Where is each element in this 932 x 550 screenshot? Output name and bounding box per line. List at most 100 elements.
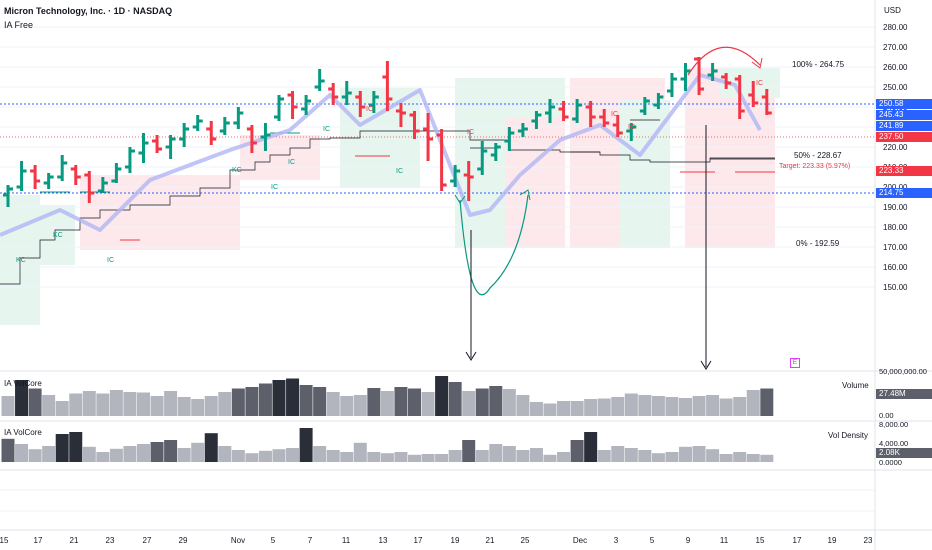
density-bar: [96, 452, 110, 462]
volume-bar: [706, 395, 720, 416]
density-bar: [123, 446, 137, 462]
density-bar: [380, 453, 394, 462]
density-bar: [570, 440, 584, 462]
x-tick-label: 19: [828, 536, 837, 545]
density-bar: [611, 446, 625, 462]
ic-mark: IC: [366, 106, 373, 113]
density-bar: [82, 446, 96, 462]
volume-bar: [611, 397, 625, 416]
zigzag-line: [0, 73, 762, 237]
density-bar: [299, 428, 313, 462]
density-bar: [150, 442, 164, 462]
density-bar: [597, 450, 611, 462]
ohlc-bar: [111, 163, 122, 183]
ohlc-bar: [599, 109, 610, 127]
density-bar: [557, 452, 571, 462]
density-bar: [28, 449, 42, 462]
ohlc-bar: [16, 161, 27, 191]
ohlc-bar: [761, 89, 772, 115]
x-tick-label: Dec: [573, 536, 587, 545]
down-arrowhead: [700, 360, 712, 370]
volume-bar: [448, 382, 462, 416]
volume-bar: [245, 387, 259, 416]
density-bar: [516, 450, 530, 462]
volume-bar: [529, 402, 543, 416]
fib-50-label: 50% - 228.67: [794, 151, 842, 160]
volume-bar: [123, 392, 137, 416]
density-bar: [435, 454, 449, 462]
ohlc-bar: [3, 185, 13, 207]
ohlc-bar: [409, 111, 420, 139]
density-bar: [502, 446, 516, 462]
y-tick-label: 180.00: [883, 223, 908, 232]
price-badge-245: 245.43: [876, 110, 932, 120]
indicator-name: IA Free: [4, 20, 34, 30]
density-bar: [448, 450, 462, 462]
ohlc-bar: [165, 135, 176, 159]
x-tick-label: 17: [793, 536, 802, 545]
x-tick-label: 27: [143, 536, 152, 545]
ohlc-bar: [504, 127, 515, 151]
ohlc-bar: [395, 103, 406, 127]
volume-bar: [380, 391, 394, 416]
volume-bar: [462, 391, 476, 416]
density-bar: [543, 454, 557, 462]
earnings-badge[interactable]: E: [790, 358, 800, 368]
x-tick-label: 19: [451, 536, 460, 545]
ohlc-bar: [612, 115, 623, 137]
volume-bar: [55, 401, 69, 416]
density-bar: [231, 450, 245, 462]
ohlc-bar: [653, 93, 664, 109]
ohlc-bar: [748, 81, 759, 107]
ic-mark: IC: [467, 129, 474, 136]
ohlc-bar: [490, 143, 501, 161]
volume-bar: [191, 399, 205, 416]
density-bar: [421, 454, 435, 462]
volume-bar: [557, 401, 571, 416]
price-bars: [3, 57, 772, 207]
x-tick-label: 21: [70, 536, 79, 545]
x-tick-label: 5: [271, 536, 276, 545]
volume-bar: [326, 392, 340, 416]
y-tick-label: 200.00: [883, 183, 908, 192]
ohlc-bar: [233, 107, 244, 129]
ohlc-bar: [680, 63, 691, 91]
x-tick-label: 21: [486, 536, 495, 545]
density-bar: [42, 446, 56, 462]
volume-pane-label: Volume: [842, 381, 869, 390]
volume-bar: [150, 396, 164, 416]
ohlc-bar: [138, 133, 149, 163]
ic-mark: IC: [396, 168, 403, 175]
ohlc-bar: [734, 75, 745, 119]
density-bar: [624, 448, 638, 462]
ohlc-bar: [206, 121, 217, 145]
ohlc-bar: [572, 99, 583, 123]
top-arc: [687, 46, 761, 76]
arc-arrowhead: [751, 57, 763, 69]
ohlc-bar: [97, 177, 108, 193]
ohlc-bar: [57, 155, 68, 181]
density-bar: [719, 454, 733, 462]
ohlc-bar: [585, 101, 596, 127]
ohlc-bar: [721, 73, 732, 89]
density-pane-title: IA VolCore: [4, 428, 42, 437]
density-bar: [340, 452, 354, 462]
fib-0-label: 0% - 192.59: [796, 239, 840, 248]
density-bar: [353, 442, 367, 462]
ohlc-bar: [70, 165, 81, 185]
ohlc-bar: [368, 91, 379, 113]
price-badge-223: 223.33: [876, 166, 932, 176]
ohlc-bar: [639, 97, 650, 115]
density-bar: [272, 449, 286, 462]
ohlc-bar: [341, 81, 352, 105]
kc-mark: KC: [232, 167, 242, 174]
density-bar: [177, 448, 191, 462]
y-tick-label: 280.00: [883, 23, 908, 32]
volume-bar: [340, 396, 354, 416]
density-bar: [326, 450, 340, 462]
volume-bar: [624, 393, 638, 416]
ohlc-bar: [517, 123, 528, 137]
density-bar: [529, 448, 543, 462]
y-tick-label: 220.00: [883, 143, 908, 152]
currency-label[interactable]: USD: [884, 6, 901, 15]
